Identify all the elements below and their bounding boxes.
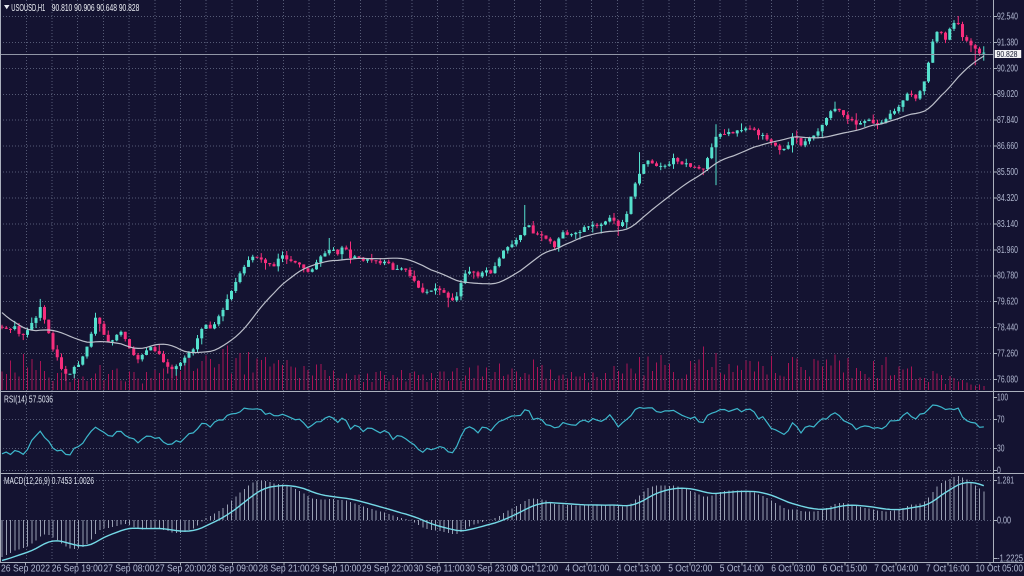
svg-text:27 Sep 20:00: 27 Sep 20:00 (155, 564, 206, 575)
svg-text:5 Oct 14:00: 5 Oct 14:00 (720, 564, 764, 575)
svg-text:27 Sep 08:00: 27 Sep 08:00 (103, 564, 154, 575)
svg-text:85.500: 85.500 (997, 167, 1018, 178)
svg-text:0.00: 0.00 (997, 515, 1011, 526)
svg-text:1.281: 1.281 (997, 475, 1014, 486)
svg-text:84.320: 84.320 (997, 193, 1018, 204)
svg-text:89.020: 89.020 (997, 89, 1018, 100)
svg-text:80.780: 80.780 (997, 271, 1018, 282)
svg-text:92.540: 92.540 (997, 11, 1018, 22)
svg-text:10 Oct 05:00: 10 Oct 05:00 (975, 564, 1023, 575)
svg-text:90.828: 90.828 (997, 49, 1018, 59)
svg-text:USOUSD,H1: USOUSD,H1 (11, 3, 45, 14)
svg-text:6 Oct 15:00: 6 Oct 15:00 (823, 564, 868, 575)
svg-text:0: 0 (997, 465, 1001, 476)
svg-text:7 Oct 04:00: 7 Oct 04:00 (874, 564, 918, 575)
svg-text:79.620: 79.620 (997, 297, 1018, 308)
svg-text:29 Sep 22:00: 29 Sep 22:00 (362, 564, 413, 575)
svg-text:26 Sep 19:00: 26 Sep 19:00 (52, 564, 103, 575)
svg-text:30 Sep 11:00: 30 Sep 11:00 (414, 564, 465, 575)
svg-text:91.380: 91.380 (997, 37, 1018, 48)
svg-text:77.260: 77.260 (997, 349, 1018, 360)
svg-text:70: 70 (997, 414, 1005, 425)
svg-text:RSI(14) 57.5036: RSI(14) 57.5036 (4, 394, 53, 405)
svg-text:5 Oct 02:00: 5 Oct 02:00 (668, 564, 712, 575)
svg-text:78.440: 78.440 (997, 323, 1018, 334)
svg-text:90.810 90.906 90.648 90.828: 90.810 90.906 90.648 90.828 (52, 3, 140, 14)
svg-text:76.080: 76.080 (997, 374, 1018, 385)
svg-text:3 Oct 12:00: 3 Oct 12:00 (514, 564, 559, 575)
svg-text:86.660: 86.660 (997, 141, 1018, 152)
svg-text:7 Oct 16:00: 7 Oct 16:00 (926, 564, 970, 575)
svg-text:81.960: 81.960 (997, 245, 1018, 256)
svg-text:100: 100 (997, 392, 1008, 403)
svg-text:87.840: 87.840 (997, 115, 1018, 126)
svg-text:30: 30 (997, 444, 1005, 455)
svg-text:-1.2225: -1.2225 (997, 554, 1023, 565)
svg-text:83.140: 83.140 (997, 219, 1018, 230)
svg-text:29 Sep 10:00: 29 Sep 10:00 (310, 564, 361, 575)
svg-text:MACD(12,26,9) 0.7453 1.0026: MACD(12,26,9) 0.7453 1.0026 (4, 476, 94, 487)
svg-text:4 Oct 01:00: 4 Oct 01:00 (565, 564, 609, 575)
svg-text:28 Sep 09:00: 28 Sep 09:00 (207, 564, 258, 575)
svg-text:26 Sep 2022: 26 Sep 2022 (1, 564, 50, 575)
svg-text:90.200: 90.200 (997, 63, 1018, 74)
svg-text:6 Oct 03:00: 6 Oct 03:00 (771, 564, 815, 575)
svg-text:30 Sep 23:00: 30 Sep 23:00 (465, 564, 516, 575)
svg-text:4 Oct 13:00: 4 Oct 13:00 (617, 564, 661, 575)
svg-text:28 Sep 21:00: 28 Sep 21:00 (259, 564, 310, 575)
